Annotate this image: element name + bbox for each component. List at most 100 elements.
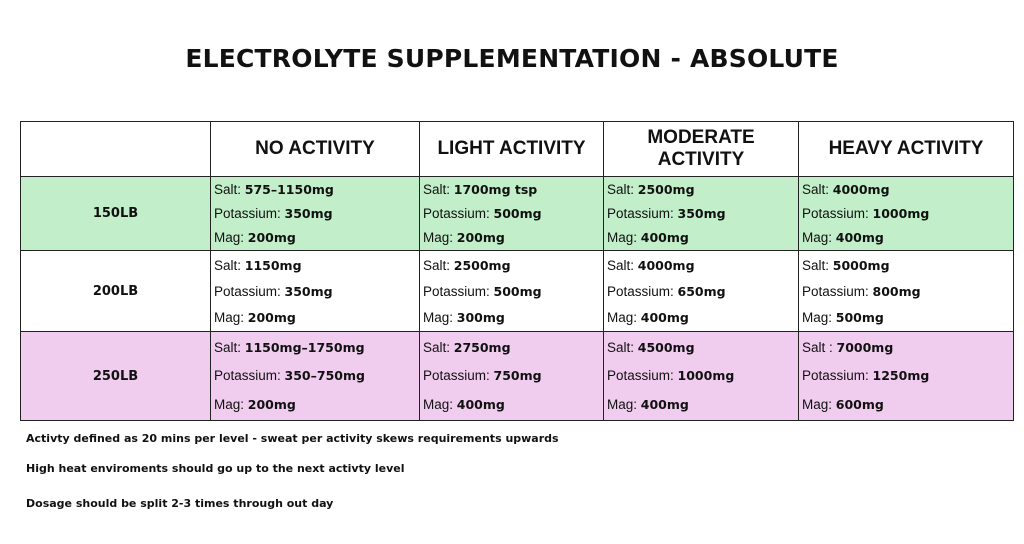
potassium-line: Potassium: 1250mg — [802, 368, 1013, 383]
salt-line: Salt: 4000mg — [607, 258, 798, 273]
potassium-value: 1250mg — [872, 368, 930, 384]
dosage-cell-heavy-activity: Salt: 4000mg Potassium: 1000mg Mag: 400mg — [798, 176, 1014, 251]
salt-label: Salt: — [214, 257, 245, 273]
potassium-label: Potassium: — [214, 283, 285, 299]
dosage-cell-light-activity: Salt: 1700mg tsp Potassium: 500mg Mag: 200… — [419, 176, 604, 251]
potassium-value: 350mg — [677, 205, 726, 221]
mag-value: 200mg — [247, 309, 296, 325]
page-title: ELECTROLYTE SUPPLEMENTATION - ABSOLUTE — [185, 44, 839, 73]
salt-value: 1150mg — [244, 257, 302, 273]
dosage-cell-heavy-activity: Salt: 5000mg Potassium: 800mg Mag: 500mg — [798, 250, 1014, 332]
salt-label: Salt: — [423, 257, 454, 273]
mag-value: 400mg — [456, 397, 505, 413]
salt-label: Salt: — [214, 182, 245, 198]
potassium-line: Potassium: 1000mg — [802, 206, 1013, 221]
note-dosage: Dosage should be split 2-3 times through… — [26, 497, 334, 510]
potassium-label: Potassium: — [802, 205, 873, 221]
salt-value: 4000mg — [832, 182, 890, 198]
potassium-line: Potassium: 350mg — [214, 206, 419, 221]
mag-label: Mag: — [802, 397, 836, 413]
mag-value: 400mg — [835, 229, 884, 245]
mag-line: Mag: 200mg — [214, 230, 419, 245]
salt-label: Salt: — [607, 257, 638, 273]
salt-label: Salt: — [214, 339, 245, 355]
potassium-value: 350–750mg — [284, 368, 365, 384]
mag-value: 400mg — [640, 397, 689, 413]
potassium-line: Potassium: 350mg — [214, 284, 419, 299]
row-header-weight: 150LB — [20, 176, 211, 251]
potassium-label: Potassium: — [214, 205, 285, 221]
mag-label: Mag: — [214, 397, 248, 413]
salt-line: Salt: 2500mg — [607, 182, 798, 197]
note-activity-definition: Activty defined as 20 mins per level - s… — [26, 432, 559, 445]
salt-label: Salt : — [802, 339, 837, 355]
mag-line: Mag: 200mg — [423, 230, 603, 245]
potassium-line: Potassium: 650mg — [607, 284, 798, 299]
dosage-cell-moderate-activity: Salt: 4500mg Potassium: 1000mg Mag: 400mg — [603, 331, 799, 421]
electrolyte-table: NO ACTIVITY LIGHT ACTIVITY MODERATE ACTI… — [20, 121, 1014, 421]
potassium-value: 800mg — [872, 283, 921, 299]
mag-label: Mag: — [214, 229, 248, 245]
mag-label: Mag: — [607, 397, 641, 413]
column-header-no-activity: NO ACTIVITY — [210, 121, 420, 177]
potassium-value: 350mg — [284, 205, 333, 221]
mag-line: Mag: 400mg — [607, 230, 798, 245]
potassium-label: Potassium: — [607, 205, 678, 221]
potassium-line: Potassium: 350–750mg — [214, 368, 419, 383]
mag-label: Mag: — [423, 397, 457, 413]
salt-value: 575–1150mg — [244, 182, 334, 198]
mag-label: Mag: — [423, 229, 457, 245]
potassium-label: Potassium: — [607, 283, 678, 299]
dosage-cell-heavy-activity: Salt : 7000mg Potassium: 1250mg Mag: 600mg — [798, 331, 1014, 421]
note-high-heat: High heat enviroments should go up to th… — [26, 462, 405, 475]
salt-line: Salt : 7000mg — [802, 340, 1013, 355]
mag-value: 200mg — [247, 397, 296, 413]
mag-line: Mag: 400mg — [607, 397, 798, 412]
potassium-label: Potassium: — [214, 368, 285, 384]
mag-value: 200mg — [247, 229, 296, 245]
mag-line: Mag: 500mg — [802, 310, 1013, 325]
mag-line: Mag: 600mg — [802, 397, 1013, 412]
salt-label: Salt: — [802, 257, 833, 273]
row-header-weight: 250LB — [20, 331, 211, 421]
mag-line: Mag: 200mg — [214, 397, 419, 412]
mag-value: 400mg — [640, 229, 689, 245]
table-row: 150LB Salt: 575–1150mg Potassium: 350mg Mag… — [20, 176, 1014, 251]
salt-label: Salt: — [423, 182, 454, 198]
salt-value: 1700mg tsp — [453, 182, 538, 198]
salt-line: Salt: 4500mg — [607, 340, 798, 355]
salt-line: Salt: 2500mg — [423, 258, 603, 273]
mag-value: 600mg — [835, 397, 884, 413]
potassium-value: 750mg — [493, 368, 542, 384]
dosage-cell-no-activity: Salt: 1150mg Potassium: 350mg Mag: 200mg — [210, 250, 420, 332]
salt-line: Salt: 5000mg — [802, 258, 1013, 273]
salt-line: Salt: 4000mg — [802, 182, 1013, 197]
mag-value: 300mg — [456, 309, 505, 325]
potassium-value: 500mg — [493, 205, 542, 221]
potassium-line: Potassium: 350mg — [607, 206, 798, 221]
mag-label: Mag: — [214, 309, 248, 325]
dosage-cell-no-activity: Salt: 1150mg–1750mg Potassium: 350–750mg M… — [210, 331, 420, 421]
salt-line: Salt: 1700mg tsp — [423, 182, 603, 197]
dosage-cell-no-activity: Salt: 575–1150mg Potassium: 350mg Mag: 200… — [210, 176, 420, 251]
mag-line: Mag: 400mg — [607, 310, 798, 325]
salt-value: 2750mg — [453, 339, 511, 355]
salt-line: Salt: 2750mg — [423, 340, 603, 355]
potassium-value: 1000mg — [677, 368, 735, 384]
mag-line: Mag: 400mg — [423, 397, 603, 412]
mag-value: 200mg — [456, 229, 505, 245]
salt-value: 2500mg — [453, 257, 511, 273]
header-row: NO ACTIVITY LIGHT ACTIVITY MODERATE ACTI… — [20, 121, 1014, 177]
mag-value: 500mg — [835, 309, 884, 325]
salt-value: 2500mg — [637, 182, 695, 198]
potassium-value: 650mg — [677, 283, 726, 299]
mag-line: Mag: 400mg — [802, 230, 1013, 245]
dosage-cell-moderate-activity: Salt: 2500mg Potassium: 350mg Mag: 400mg — [603, 176, 799, 251]
salt-value: 7000mg — [836, 339, 894, 355]
potassium-label: Potassium: — [802, 283, 873, 299]
mag-label: Mag: — [423, 309, 457, 325]
potassium-label: Potassium: — [423, 205, 494, 221]
salt-label: Salt: — [607, 339, 638, 355]
potassium-line: Potassium: 1000mg — [607, 368, 798, 383]
salt-line: Salt: 1150mg–1750mg — [214, 340, 419, 355]
